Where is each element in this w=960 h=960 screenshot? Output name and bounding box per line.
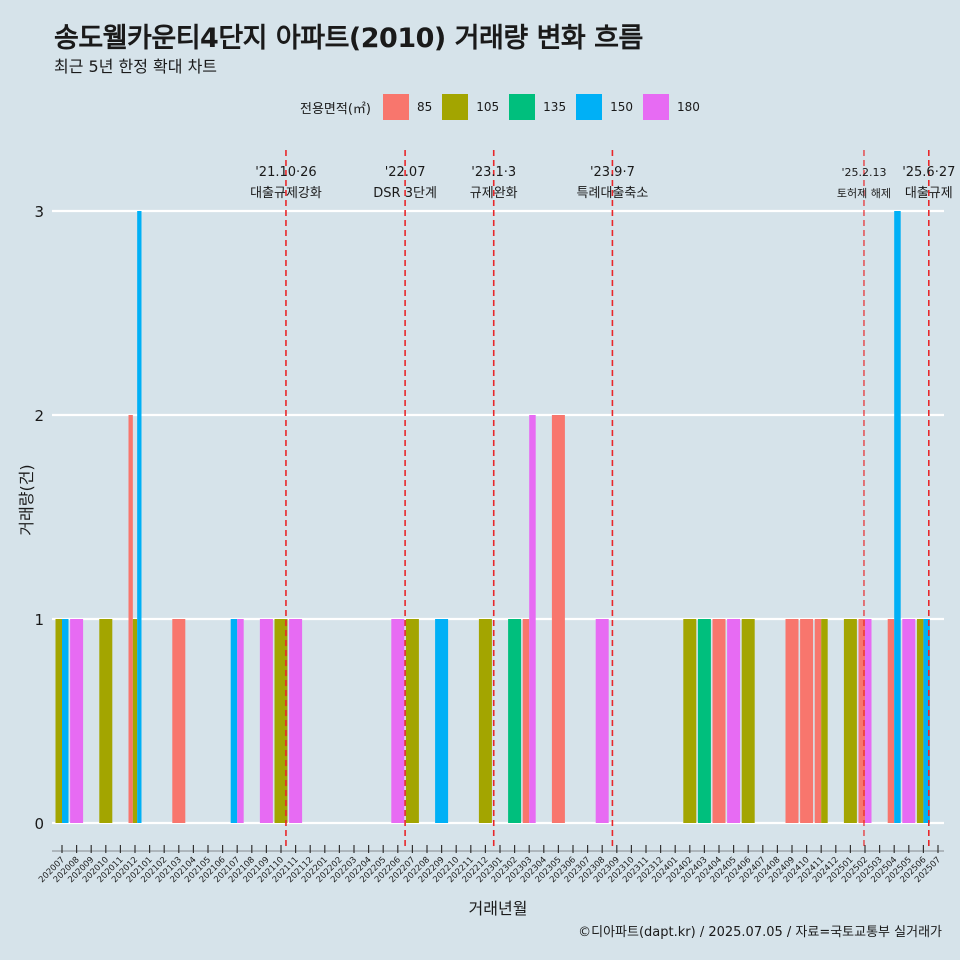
bar [858, 619, 865, 823]
legend-label: 150 [610, 100, 633, 114]
bar [62, 619, 69, 823]
bar [55, 619, 62, 823]
bar [727, 619, 741, 823]
bar [405, 619, 419, 823]
bar [821, 619, 828, 823]
legend-swatch [642, 94, 669, 120]
legend-item-150: 150 [576, 94, 633, 120]
event-name-label: 대출규제강화 [250, 186, 322, 201]
bar [230, 619, 238, 823]
bar [478, 619, 492, 823]
y-tick-label: 2 [34, 407, 44, 425]
bar [70, 619, 84, 823]
legend-label: 105 [476, 100, 500, 114]
bar [923, 619, 930, 823]
chart-title: 송도웰카운티4단지 아파트(2010) 거래량 변화 흐름 [54, 23, 643, 54]
bar [595, 619, 609, 823]
y-axis-title: 거래량(건) [17, 464, 36, 535]
legend-item-180: 180 [642, 94, 700, 120]
event-date-label: '21.10·26 [255, 165, 316, 180]
bar [843, 619, 857, 823]
bar [435, 619, 449, 823]
chart-subtitle: 최근 5년 한정 확대 차트 [54, 57, 218, 76]
bar [697, 619, 711, 823]
legend-label: 85 [416, 100, 433, 114]
y-tick-label: 1 [34, 611, 44, 629]
bar [391, 619, 405, 823]
legend-label: 180 [676, 100, 700, 114]
bar [132, 619, 138, 823]
bar [289, 619, 303, 823]
bar [137, 211, 142, 823]
event-date-label: '23.9·7 [590, 165, 635, 180]
bar [887, 619, 895, 823]
bar [99, 619, 113, 823]
bar [902, 619, 916, 823]
legend-label: 135 [543, 100, 567, 114]
bar [785, 619, 799, 823]
bar [259, 619, 273, 823]
event-name-label: 토허제 해제 [837, 186, 891, 200]
y-tick-label: 0 [34, 815, 44, 833]
event-name-label: 규제완화 [470, 186, 518, 201]
event-name-label: DSR 3단계 [373, 186, 437, 201]
legend-title: 전용면적(㎡) [300, 101, 371, 117]
legend: 전용면적(㎡) 85 105 135 150 180 [300, 92, 710, 122]
legend-swatch [509, 94, 536, 120]
event-date-label: '25.2.13 [841, 166, 886, 179]
event-name-label: 대출규제 [905, 186, 953, 201]
bar [800, 619, 814, 823]
bar [508, 619, 522, 823]
bar [894, 211, 901, 823]
bar [128, 415, 133, 823]
x-axis-title: 거래년월 [469, 899, 528, 918]
legend-swatch [576, 94, 603, 120]
legend-swatch [442, 94, 469, 120]
bar [551, 415, 565, 823]
bar [712, 619, 726, 823]
bar [172, 619, 186, 823]
source-caption: ©디아파트(dapt.kr) / 2025.07.05 / 자료=국토교통부 실… [578, 925, 942, 940]
legend-item-85: 85 [382, 94, 433, 120]
y-tick-label: 3 [34, 203, 44, 221]
bar [741, 619, 755, 823]
legend-item-135: 135 [509, 94, 566, 120]
bar [916, 619, 924, 823]
event-date-label: '23.1·3 [471, 165, 516, 180]
bar [522, 619, 530, 823]
bar [529, 415, 536, 823]
event-name-label: 특례대출축소 [577, 186, 649, 201]
event-date-label: '25.6·27 [902, 165, 955, 180]
event-date-label: '22.07 [385, 165, 426, 180]
legend-swatch [382, 94, 409, 120]
bar [865, 619, 872, 823]
legend-item-105: 105 [442, 94, 499, 120]
bar [274, 619, 288, 823]
bar [814, 619, 822, 823]
bar [683, 619, 697, 823]
bar [237, 619, 244, 823]
